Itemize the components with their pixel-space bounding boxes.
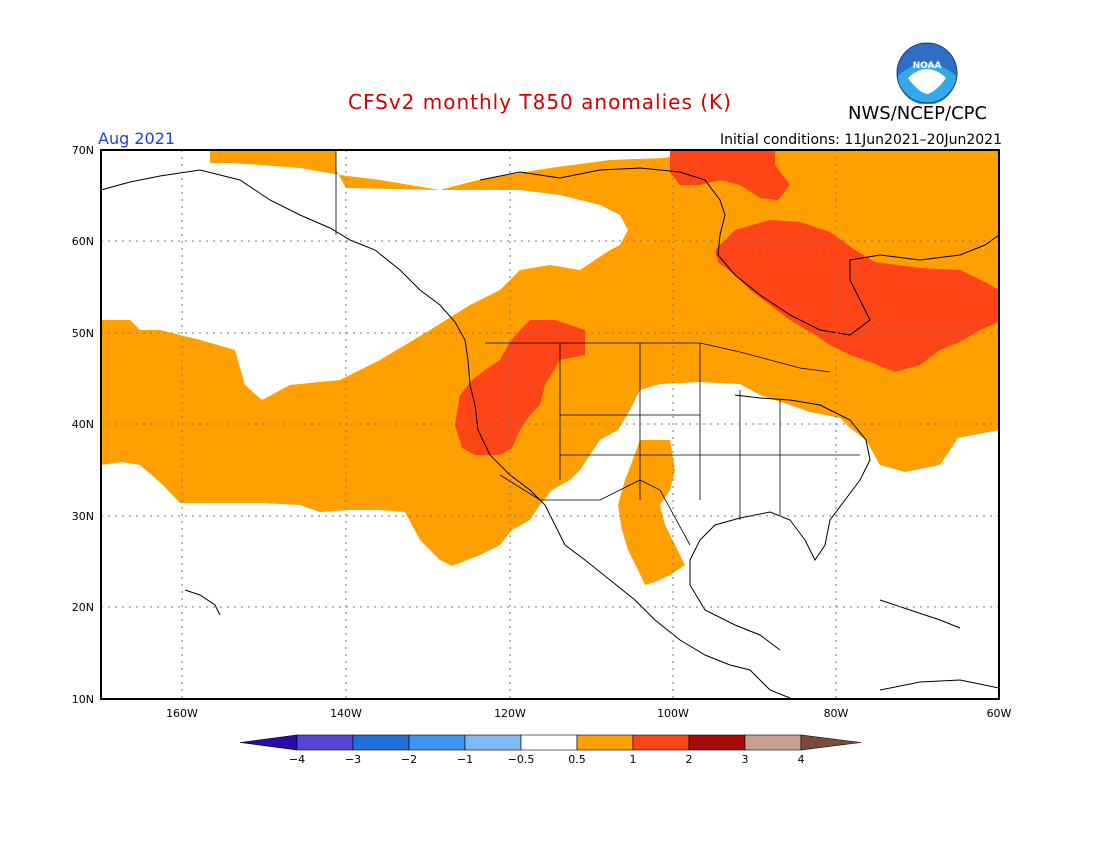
colorbar-label: −2 [401,753,417,766]
colorbar-label: −1 [457,753,473,766]
colorbar-label: −0.5 [508,753,535,766]
anomaly-region-1-2 [455,150,999,455]
agency-label: NWS/NCEP/CPC [848,103,988,124]
svg-text:NOAA: NOAA [913,61,942,71]
lat-label: 70N [72,144,94,157]
colorbar-swatch [520,734,578,751]
forecast-month: Aug 2021 [98,129,176,148]
lat-label: 40N [72,418,94,431]
colorbar-label: 0.5 [568,753,586,766]
political-borders [335,150,860,546]
lat-label: 50N [72,327,94,340]
colorbar: −4 −3 −2 −1 −0.5 0.5 1 2 3 4 [239,734,862,766]
lat-label: 30N [72,510,94,523]
colorbar-label: 2 [686,753,693,766]
lat-label: 60N [72,235,94,248]
colorbar-label: 3 [742,753,749,766]
page-title: CFSv2 monthly T850 anomalies (K) [348,90,732,114]
lon-label: 140W [330,707,362,720]
lon-label: 120W [494,707,526,720]
lat-label: 20N [72,601,94,614]
colorbar-label: −3 [345,753,361,766]
map-frame [100,149,1000,700]
colorbar-swatch [352,734,410,751]
lon-label: 60W [987,707,1012,720]
graticule [101,150,999,699]
noaa-logo-icon: NOAA [896,42,958,104]
lon-label: 100W [657,707,689,720]
colorbar-label: 4 [798,753,805,766]
colorbar-left-arrow [239,734,298,751]
lon-label: 160W [166,707,198,720]
colorbar-swatch [576,734,634,751]
lon-label: 80W [824,707,849,720]
colorbar-right-arrow [800,734,862,751]
latitude-labels: 70N 60N 50N 40N 30N 20N 10N [72,144,94,706]
colorbar-swatch [408,734,466,751]
colorbar-label: −4 [289,753,305,766]
colorbar-swatch [296,734,354,751]
colorbar-swatch [744,734,802,751]
lat-label: 10N [72,693,94,706]
colorbar-swatch [464,734,522,751]
colorbar-swatch [688,734,746,751]
colorbar-label: 1 [630,753,637,766]
coastline [100,167,1000,699]
colorbar-swatch [632,734,690,751]
initial-conditions: Initial conditions: 11Jun2021–20Jun2021 [719,132,1002,148]
longitude-labels: 160W 140W 120W 100W 80W 60W [166,707,1011,720]
